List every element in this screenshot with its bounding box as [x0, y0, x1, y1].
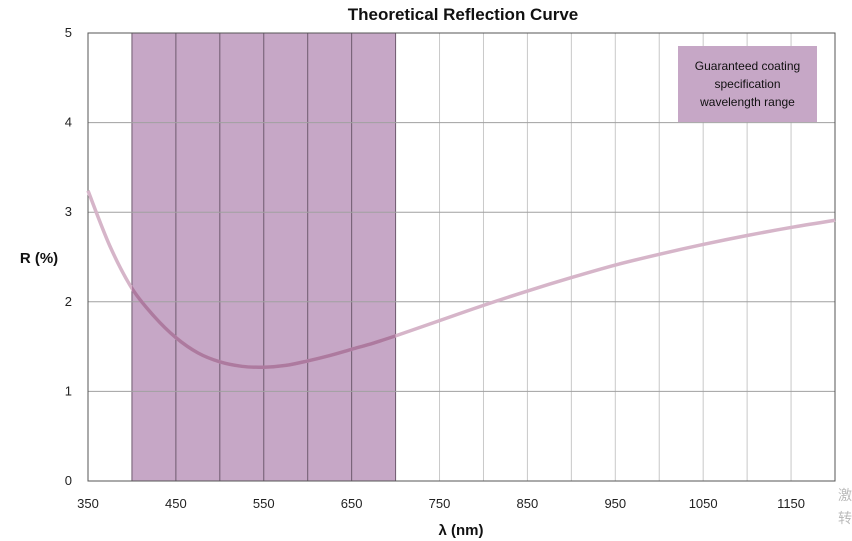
- legend-box: [678, 46, 817, 122]
- x-tick-label: 750: [429, 496, 451, 511]
- x-tick-label: 450: [165, 496, 187, 511]
- reflection-curve-in-band: [131, 285, 396, 370]
- x-tick-label: 650: [341, 496, 363, 511]
- watermark-char-2: 转: [838, 510, 852, 526]
- plot-frame: [87, 32, 836, 482]
- chart-title: Theoretical Reflection Curve: [348, 5, 579, 24]
- x-tick-label: 950: [604, 496, 626, 511]
- watermark-char-1: 激: [838, 487, 852, 503]
- x-tick-label: 550: [253, 496, 275, 511]
- x-tick-label: 1050: [689, 496, 718, 511]
- y-tick-label: 5: [65, 25, 72, 40]
- y-tick-label: 3: [65, 204, 72, 219]
- legend-text-line: wavelength range: [699, 95, 795, 109]
- x-axis-label: λ (nm): [439, 522, 484, 539]
- x-tick-label: 350: [77, 496, 99, 511]
- y-tick-label: 2: [65, 294, 72, 309]
- x-tick-label: 1150: [777, 496, 805, 511]
- x-tick-label: 850: [517, 496, 539, 511]
- legend-text-line: specification: [714, 77, 780, 91]
- y-tick-label: 4: [65, 115, 72, 130]
- y-tick-label: 1: [65, 383, 72, 398]
- y-tick-label: 0: [65, 473, 72, 488]
- legend-text-line: Guaranteed coating: [695, 59, 800, 73]
- y-axis-label: R (%): [20, 250, 58, 267]
